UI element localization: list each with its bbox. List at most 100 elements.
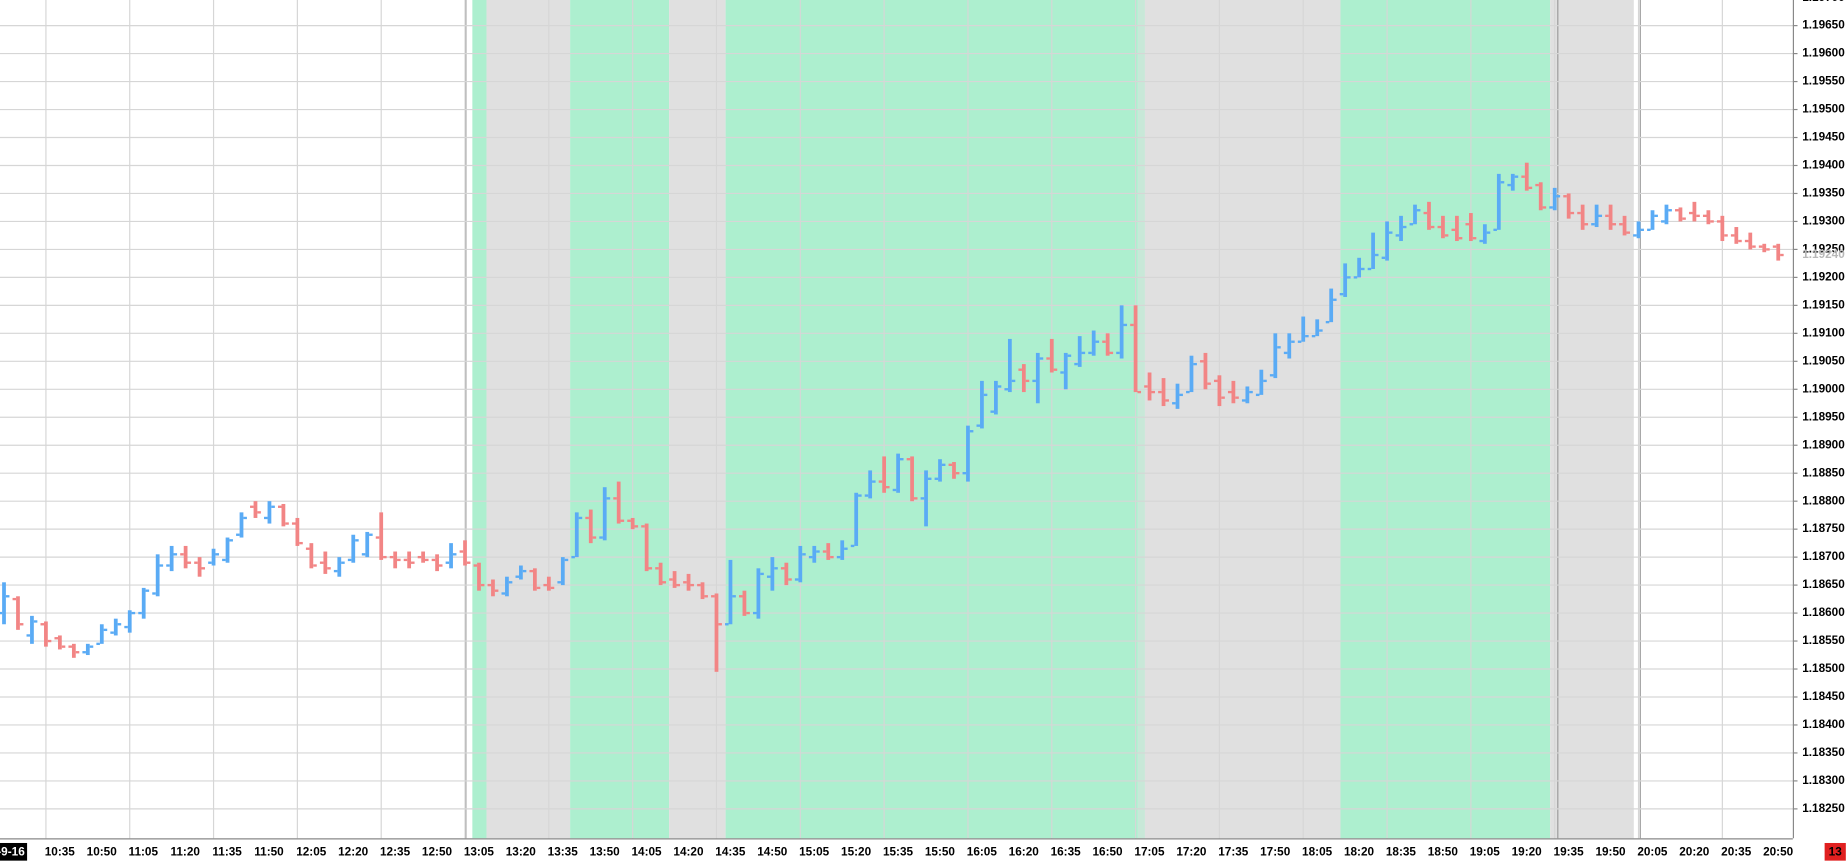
x-tick-label: 11:35 — [212, 846, 242, 859]
bar-open — [1381, 256, 1386, 259]
bar-range — [463, 540, 467, 566]
bar-close — [1752, 245, 1756, 248]
bar-open — [780, 567, 785, 570]
bar-close — [816, 550, 820, 553]
bar-close — [802, 553, 806, 556]
bar-close — [1626, 231, 1630, 234]
y-tick-label: 1.18800 — [1802, 494, 1845, 507]
y-tick-label: 1.18600 — [1802, 606, 1845, 619]
bar-open — [291, 522, 296, 525]
bar-close — [1361, 267, 1365, 271]
bar-close — [159, 564, 164, 567]
x-tick-label: 19:05 — [1470, 846, 1501, 859]
bar-close — [1374, 253, 1379, 257]
bar-open — [878, 480, 883, 483]
x-tick-label: 13:35 — [548, 846, 579, 859]
x-tick-label: 12:35 — [380, 846, 411, 859]
band — [669, 0, 726, 839]
bar-open — [389, 555, 394, 559]
y-tick-label: 1.19650 — [1802, 19, 1845, 32]
bar-range — [113, 618, 118, 636]
bar-range — [1315, 319, 1320, 337]
y-tick-label: 1.19250 — [1802, 243, 1845, 256]
bar-close — [676, 583, 680, 587]
countdown-box — [1824, 842, 1846, 861]
bar-range — [239, 512, 244, 538]
bar-range — [449, 543, 453, 569]
x-tick-label: 12:05 — [296, 846, 327, 859]
bar-open — [222, 558, 226, 562]
y-tick-label: 1.19300 — [1802, 215, 1845, 228]
bar-range — [1622, 215, 1627, 236]
bar-close — [243, 516, 247, 520]
bar-close — [634, 525, 639, 528]
y-tick-label: 1.19050 — [1802, 354, 1845, 367]
bar-close — [19, 623, 24, 626]
bar-range — [1413, 204, 1417, 225]
bar-open — [1633, 234, 1637, 237]
bar-open — [138, 611, 142, 615]
y-tick-label: 1.18650 — [1802, 578, 1845, 591]
bar-range — [742, 590, 747, 616]
bar-close — [131, 611, 136, 615]
bar-open — [1297, 340, 1302, 343]
x-tick-label: 14:50 — [757, 846, 788, 859]
bar-open — [1437, 225, 1442, 229]
bar-open — [836, 555, 841, 559]
x-tick-label: 13:05 — [464, 846, 495, 859]
bar-open — [1144, 385, 1148, 388]
bar-open — [473, 564, 478, 567]
x-tick-label: 10:50 — [87, 846, 118, 859]
bar-range — [1524, 162, 1529, 191]
y-tick-label: 1.19350 — [1802, 187, 1845, 200]
bar-open — [725, 623, 729, 626]
bar-open — [543, 583, 547, 587]
bar-close — [1277, 346, 1281, 349]
bar-range — [1245, 386, 1250, 404]
bar-open — [1409, 223, 1414, 226]
bar-range — [393, 551, 398, 569]
bar-range — [1482, 224, 1487, 244]
bar-range — [1217, 375, 1222, 407]
bar-open — [641, 525, 645, 528]
bar-open — [1647, 228, 1651, 232]
bar-open — [739, 595, 743, 598]
y-tick-label: 1.19150 — [1802, 298, 1845, 311]
bar-close — [369, 533, 373, 536]
bar-open — [110, 631, 114, 634]
bar-open — [1227, 390, 1232, 394]
bar-open — [1339, 292, 1344, 296]
bar-open — [1255, 393, 1260, 397]
bar-range — [1105, 333, 1110, 356]
bar-close — [522, 569, 527, 573]
bar-open — [1102, 340, 1106, 343]
bar-close — [899, 458, 904, 461]
y-tick-label: 1.19200 — [1802, 270, 1845, 283]
last-price-label: 1.19240 — [1802, 248, 1845, 261]
bar-close — [1081, 351, 1086, 355]
bar-close — [1724, 234, 1728, 237]
x-tick-label: 10:35 — [45, 846, 76, 859]
bar-range — [1748, 232, 1753, 250]
bar-range — [686, 573, 691, 591]
bar-open — [529, 569, 533, 573]
bar-close — [424, 558, 429, 562]
bar-range — [1021, 364, 1026, 393]
x-tick-label: 20:05 — [1637, 846, 1668, 859]
band — [1137, 0, 1145, 839]
bar-open — [1158, 390, 1162, 394]
bar-range — [532, 568, 537, 591]
bar-range — [1469, 213, 1473, 242]
bar-open — [1032, 379, 1036, 383]
bar-close — [774, 567, 778, 570]
bar-close — [1221, 396, 1225, 399]
bar-close — [1305, 334, 1309, 338]
bar-open — [445, 561, 450, 564]
bar-open — [822, 550, 827, 553]
bar-open — [697, 583, 701, 587]
bar-range — [85, 643, 90, 656]
bar-range — [910, 456, 914, 502]
bar-close — [704, 595, 708, 598]
bar-range — [700, 582, 705, 600]
y-tick-label: 1.18750 — [1802, 522, 1845, 535]
